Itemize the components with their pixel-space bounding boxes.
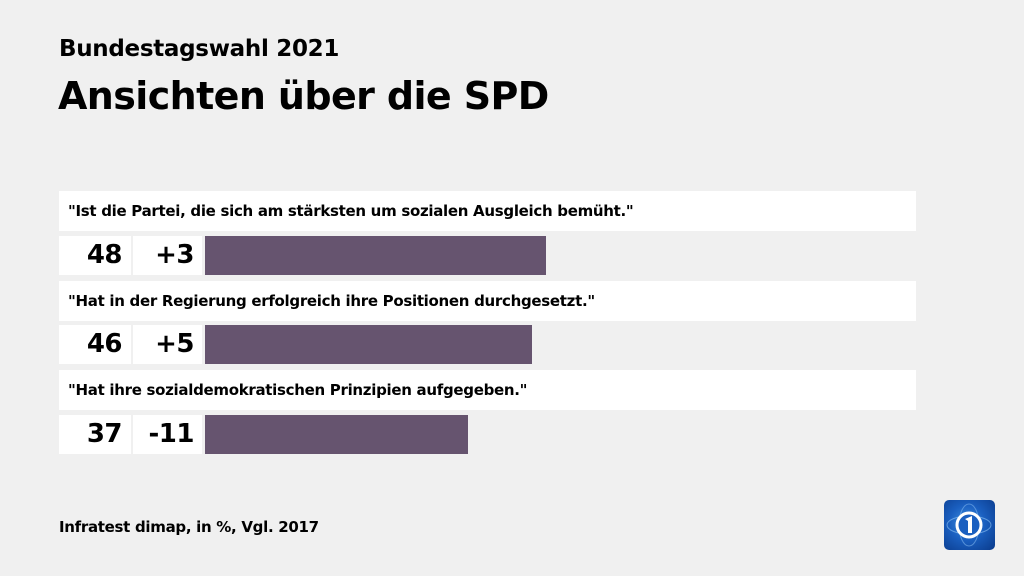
row-value: 48 [59, 236, 131, 275]
chart-subtitle: Bundestagswahl 2021 [59, 36, 340, 62]
row-change: +5 [133, 325, 202, 364]
bar [205, 415, 468, 454]
row-change: -11 [133, 415, 202, 454]
chart-title: Ansichten über die SPD [58, 74, 549, 118]
source-note: Infratest dimap, in %, Vgl. 2017 [59, 518, 319, 536]
row-label: "Hat in der Regierung erfolgreich ihre P… [59, 281, 916, 321]
bar [205, 325, 532, 364]
row-change: +3 [133, 236, 202, 275]
row-value: 37 [59, 415, 131, 454]
tagesschau-logo-icon [944, 500, 995, 550]
row-value: 46 [59, 325, 131, 364]
row-label: "Hat ihre sozialdemokratischen Prinzipie… [59, 370, 916, 410]
row-label: "Ist die Partei, die sich am stärksten u… [59, 191, 916, 231]
bar [205, 236, 546, 275]
